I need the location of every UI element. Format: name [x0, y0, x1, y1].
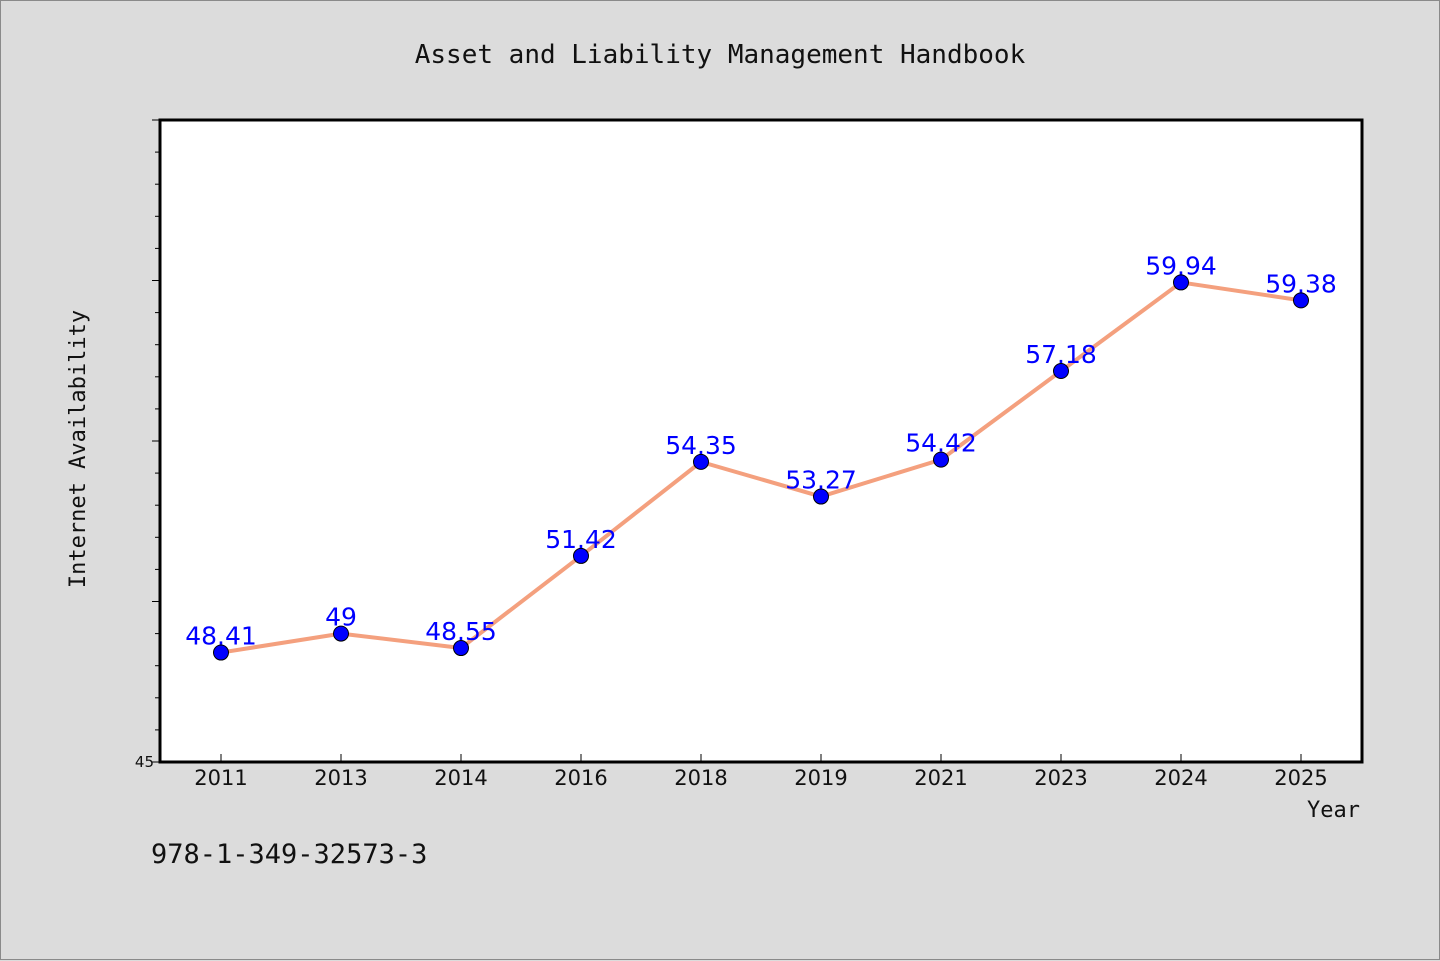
y-axis-tick-labels: 45: [135, 753, 154, 771]
x-axis-ticks: [220, 754, 1302, 762]
x-tick-label: 2025: [1274, 766, 1327, 790]
data-label: 48.55: [425, 617, 497, 646]
plot-area: [158, 118, 1364, 764]
series-line: [220, 280, 1302, 655]
x-tick-label: 2014: [434, 766, 487, 790]
data-point: [573, 547, 589, 564]
x-tick-label: 2019: [794, 766, 847, 790]
data-label: 59.94: [1145, 251, 1217, 280]
data-label: 54.42: [905, 429, 977, 458]
data-label: 54.35: [665, 431, 737, 460]
data-label: 57.18: [1025, 340, 1097, 369]
data-labels: 48.41 49 48.55 51.42 54.35 53.27 54.42 57.18 59.…: [185, 251, 1337, 650]
y-axis-label: Internet Availability: [66, 310, 91, 588]
data-label: 51.42: [545, 525, 617, 554]
data-point: [693, 453, 709, 470]
data-point: [213, 644, 229, 661]
x-tick-label: 2021: [914, 766, 967, 790]
data-label: 59.38: [1265, 269, 1337, 298]
x-tick-label: 2018: [674, 766, 727, 790]
data-point: [333, 625, 349, 642]
data-label: 49: [325, 603, 357, 632]
x-tick-label: 2016: [554, 766, 607, 790]
y-axis-ticks: [152, 119, 160, 763]
x-tick-label: 2023: [1034, 766, 1087, 790]
data-point: [1293, 292, 1309, 309]
data-label: 53.27: [785, 466, 857, 495]
y-tick-label: 45: [135, 753, 154, 771]
chart-title: Asset and Liability Management Handbook: [415, 40, 1026, 70]
isbn-text: 978-1-349-32573-3: [151, 839, 427, 870]
x-axis-label: Year: [1307, 798, 1360, 823]
x-tick-label: 2011: [194, 766, 247, 790]
x-tick-label: 2024: [1154, 766, 1207, 790]
data-point: [453, 640, 469, 657]
data-point: [933, 451, 949, 468]
data-point: [1053, 363, 1069, 380]
data-label: 48.41: [185, 622, 257, 651]
series-markers: [213, 274, 1309, 661]
data-point: [813, 488, 829, 505]
data-point: [1173, 274, 1189, 291]
x-axis-tick-labels: 2011 2013 2014 2016 2018 2019 2021 2023 2024 2025: [194, 766, 1327, 790]
x-tick-label: 2013: [314, 766, 367, 790]
